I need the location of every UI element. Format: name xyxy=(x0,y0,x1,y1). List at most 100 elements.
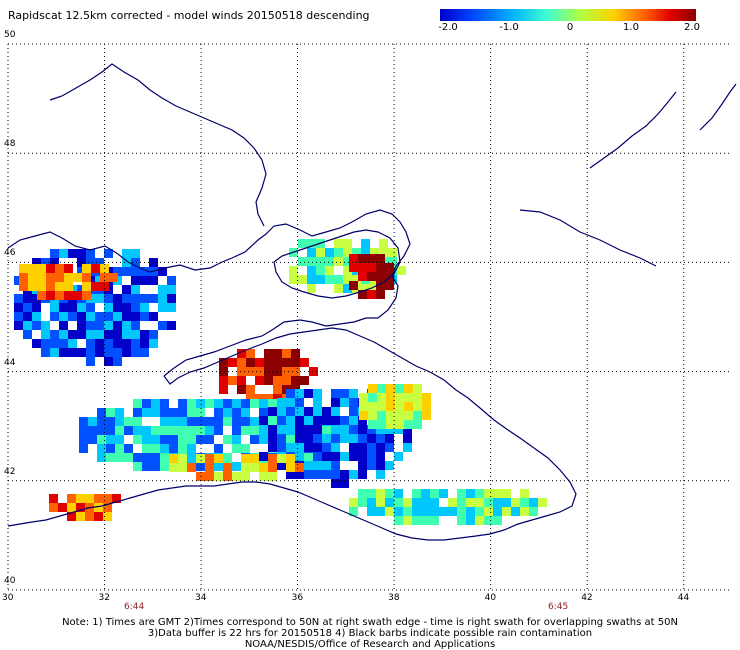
wind-cell xyxy=(295,470,304,479)
wind-cell xyxy=(388,248,397,257)
wind-cell xyxy=(77,285,86,294)
wind-cell xyxy=(55,291,64,300)
wind-cell xyxy=(196,408,205,417)
wind-cell xyxy=(466,507,475,516)
wind-cell xyxy=(67,512,76,521)
wind-cell xyxy=(82,282,91,291)
wind-cell xyxy=(457,498,466,507)
wind-cell xyxy=(86,258,95,267)
wind-cell xyxy=(368,402,377,411)
wind-cell xyxy=(59,312,68,321)
wind-cell xyxy=(484,498,493,507)
wind-cell xyxy=(538,498,547,507)
wind-cell xyxy=(316,248,325,257)
wind-cell xyxy=(169,444,178,453)
wind-cell xyxy=(376,470,385,479)
wind-cell xyxy=(151,426,160,435)
wind-cell xyxy=(19,282,28,291)
wind-cell xyxy=(68,312,77,321)
wind-cell xyxy=(97,426,106,435)
wind-cell xyxy=(142,408,151,417)
wind-cell xyxy=(331,461,340,470)
wind-cell xyxy=(295,434,304,443)
wind-cell xyxy=(23,321,32,330)
lat-tick-label: 46 xyxy=(4,248,16,259)
wind-cell xyxy=(316,275,325,284)
wind-cell xyxy=(142,426,151,435)
wind-cell xyxy=(277,407,286,416)
wind-cell xyxy=(113,357,122,366)
wind-cell xyxy=(187,417,196,426)
wind-cell xyxy=(100,273,109,282)
wind-cell xyxy=(358,489,367,498)
wind-cell xyxy=(259,408,268,417)
wind-cell xyxy=(131,285,140,294)
wind-cell xyxy=(349,498,358,507)
wind-cell xyxy=(376,443,385,452)
wind-cell xyxy=(358,263,367,272)
wind-cell xyxy=(59,348,68,357)
wind-cell xyxy=(394,507,403,516)
wind-cell xyxy=(76,512,85,521)
wind-cell xyxy=(322,426,331,435)
wind-cell xyxy=(255,358,264,367)
wind-cell xyxy=(349,425,358,434)
wind-cell xyxy=(169,417,178,426)
wind-cell xyxy=(19,273,28,282)
wind-cell xyxy=(113,348,122,357)
colorbar-label: 2.0 xyxy=(684,22,700,33)
wind-cell xyxy=(277,461,286,470)
wind-cell xyxy=(79,435,88,444)
lat-tick-label: 48 xyxy=(4,139,16,150)
wind-cell xyxy=(493,516,502,525)
wind-cell xyxy=(131,348,140,357)
wind-cell xyxy=(85,494,94,503)
wind-cell xyxy=(205,435,214,444)
wind-cell xyxy=(97,408,106,417)
wind-cell xyxy=(358,425,367,434)
wind-cell xyxy=(343,266,352,275)
wind-cell xyxy=(169,408,178,417)
wind-cell xyxy=(334,275,343,284)
wind-cell xyxy=(403,425,412,434)
wind-cell xyxy=(413,420,422,429)
lat-tick-label: 42 xyxy=(4,466,16,477)
wind-cell xyxy=(124,444,133,453)
wind-cell xyxy=(131,294,140,303)
wind-cell xyxy=(316,266,325,275)
wind-cell xyxy=(187,463,196,472)
wind-cell xyxy=(264,358,273,367)
wind-cell xyxy=(268,472,277,481)
wind-cell xyxy=(73,273,82,282)
wind-cell xyxy=(133,435,142,444)
wind-cell xyxy=(106,444,115,453)
wind-cell xyxy=(289,266,298,275)
wind-cell xyxy=(325,266,334,275)
wind-cell xyxy=(282,349,291,358)
wind-cell xyxy=(187,426,196,435)
wind-cell xyxy=(214,472,223,481)
wind-cell xyxy=(367,290,376,299)
wind-cell xyxy=(404,420,413,429)
wind-cell xyxy=(214,399,223,408)
wind-cell xyxy=(422,402,431,411)
wind-cell xyxy=(151,453,160,462)
wind-cell xyxy=(133,453,142,462)
wind-cell xyxy=(493,489,502,498)
wind-cell xyxy=(359,393,368,402)
wind-cell xyxy=(298,239,307,248)
wind-cell xyxy=(106,435,115,444)
wind-cell xyxy=(246,349,255,358)
wind-cell xyxy=(286,443,295,452)
wind-cell xyxy=(122,294,131,303)
wind-cell xyxy=(196,417,205,426)
wind-cell xyxy=(19,264,28,273)
wind-cell xyxy=(520,507,529,516)
wind-cell xyxy=(223,472,232,481)
wind-cell xyxy=(64,291,73,300)
wind-cell xyxy=(122,339,131,348)
wind-cell xyxy=(158,303,167,312)
wind-cell xyxy=(37,282,46,291)
wind-cell xyxy=(268,425,277,434)
lon-tick-label: 32 xyxy=(98,593,110,603)
